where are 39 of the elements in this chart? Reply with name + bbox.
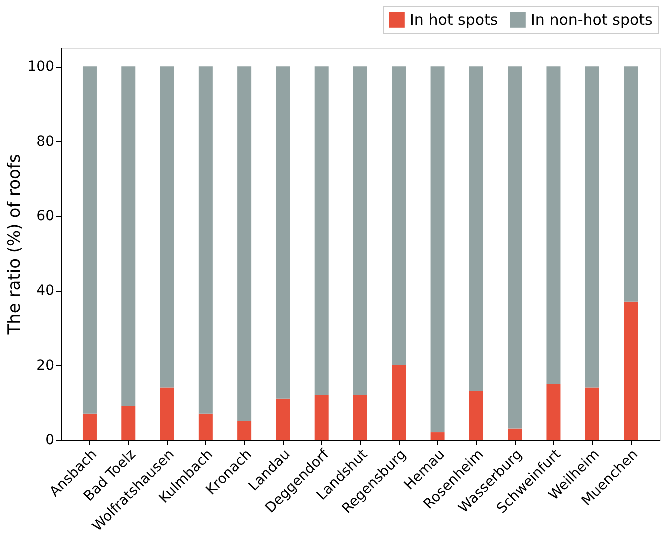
bar xyxy=(122,406,136,440)
y-tick-label: 40 xyxy=(36,283,54,300)
bar xyxy=(314,66,329,396)
bar xyxy=(276,66,290,399)
bar xyxy=(392,365,406,440)
bar xyxy=(624,66,638,302)
bar xyxy=(198,66,213,414)
bar xyxy=(585,388,600,440)
y-tick-label: 60 xyxy=(36,208,54,224)
legend-label: In non-hot spots xyxy=(531,11,654,29)
bar xyxy=(198,414,213,440)
legend-label: In hot spots xyxy=(410,11,498,29)
y-tick-label: 80 xyxy=(36,134,54,150)
bar xyxy=(354,395,368,440)
y-tick-label: 0 xyxy=(46,432,54,448)
bar xyxy=(508,66,522,429)
y-tick-label: 20 xyxy=(36,358,54,374)
bar xyxy=(314,395,329,440)
bar xyxy=(82,414,97,440)
bar xyxy=(546,384,561,440)
bar xyxy=(122,66,136,406)
bar xyxy=(82,66,97,414)
bar xyxy=(430,432,445,440)
bar xyxy=(469,66,484,392)
bar xyxy=(160,66,174,388)
bar xyxy=(160,388,174,440)
bar xyxy=(469,391,484,440)
bar xyxy=(238,421,252,440)
bar xyxy=(354,66,368,396)
bar xyxy=(508,428,522,440)
bar xyxy=(585,66,600,388)
y-tick-label: 100 xyxy=(28,59,54,76)
bar xyxy=(624,302,638,440)
bar xyxy=(238,66,252,422)
bar xyxy=(546,66,561,384)
y-axis-title: The ratio (%) of roofs xyxy=(4,154,25,336)
bar xyxy=(276,398,290,440)
bar xyxy=(392,66,406,366)
bar xyxy=(430,66,445,433)
